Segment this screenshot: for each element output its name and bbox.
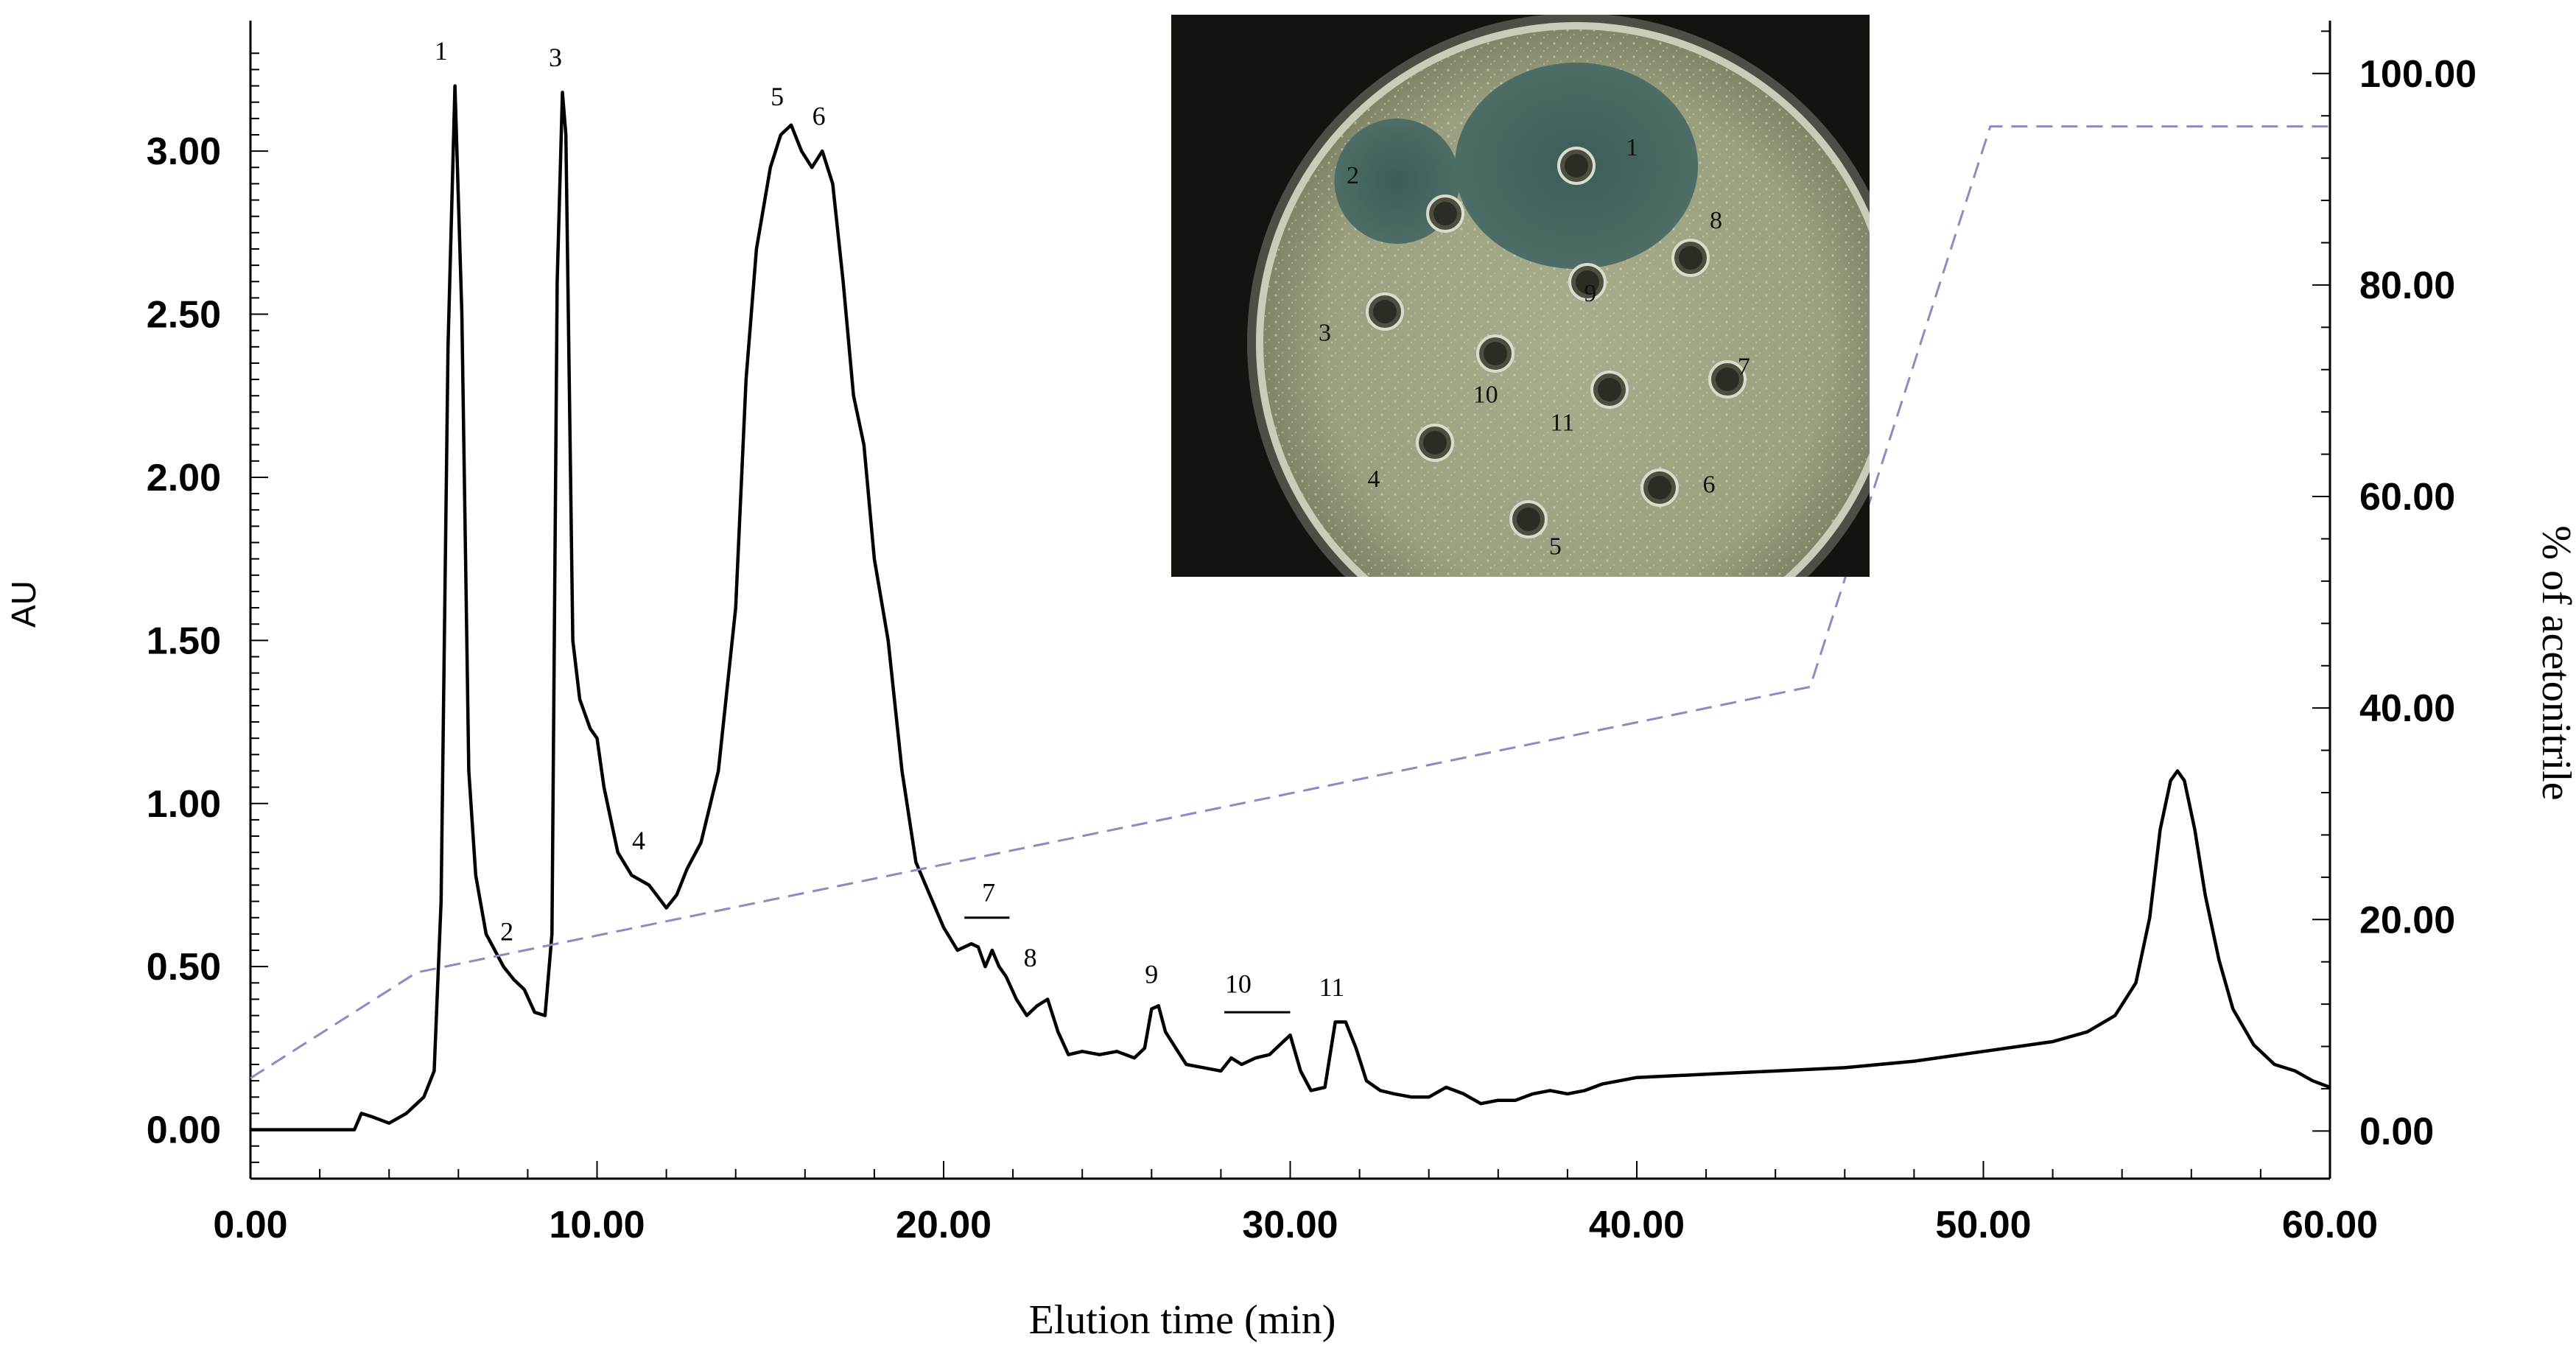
well-label-5: 5 (1549, 533, 1562, 560)
absorbance-trace-line (250, 84, 2331, 1131)
well-label-4: 4 (1367, 466, 1380, 493)
y2-axis-title: % of acetonitrile (2533, 525, 2576, 800)
peak-label-5: 5 (771, 82, 784, 111)
peak-label-10: 10 (1225, 969, 1252, 999)
well-label-3: 3 (1319, 320, 1331, 347)
y2-axis-ticks: 0.00 20.00 40.00 60.00 80.00 100.00 (2312, 30, 2477, 1153)
well-core-6 (1648, 476, 1671, 499)
peak-label-8: 8 (1024, 943, 1037, 972)
peak-label-1: 1 (435, 36, 448, 66)
y-tick-label: 0.00 (147, 1109, 221, 1152)
peak-label-7: 7 (982, 878, 995, 908)
y2-tick-label: 20.00 (2359, 899, 2455, 941)
x-tick-label: 0.00 (213, 1204, 287, 1246)
well-core-3 (1373, 300, 1397, 323)
y2-tick-label: 100.00 (2359, 53, 2477, 96)
well-label-8: 8 (1710, 207, 1722, 234)
y2-tick-label: 0.00 (2359, 1110, 2434, 1153)
series-layer (250, 84, 2331, 1131)
x-tick-label: 60.00 (2282, 1204, 2378, 1246)
y2-tick-label: 80.00 (2359, 264, 2455, 307)
y-tick-label: 2.00 (147, 457, 221, 499)
peak-label-6: 6 (813, 102, 826, 131)
y-tick-label: 0.50 (147, 946, 221, 989)
well-core-9 (1576, 270, 1599, 294)
y-tick-label: 1.50 (147, 620, 221, 662)
well-label-11: 11 (1551, 410, 1575, 437)
well-core-1 (1565, 154, 1588, 178)
well-label-1: 1 (1626, 134, 1638, 161)
well-label-10: 10 (1473, 381, 1498, 408)
x-tick-label: 40.00 (1589, 1204, 1685, 1246)
well-label-6: 6 (1702, 471, 1715, 499)
y-tick-label: 1.00 (147, 783, 221, 826)
well-core-7 (1716, 368, 1739, 391)
x-tick-label: 20.00 (896, 1204, 992, 1246)
y2-tick-label: 60.00 (2359, 476, 2455, 519)
peak-label-2: 2 (500, 917, 513, 947)
acetonitrile-gradient-line (250, 125, 2330, 1079)
x-tick-label: 50.00 (1935, 1204, 2031, 1246)
well-label-9: 9 (1584, 280, 1596, 307)
well-core-10 (1484, 342, 1507, 365)
well-core-8 (1679, 246, 1702, 270)
y-tick-label: 2.50 (147, 294, 221, 337)
x-axis-ticks: 0.00 10.00 20.00 30.00 40.00 50.00 60.00 (213, 1161, 2378, 1246)
y-axis-title: AU (4, 580, 43, 628)
well-label-7: 7 (1738, 353, 1750, 380)
inset-petri-dish-photo: 1 2 3 4 5 6 7 8 9 10 11 (1171, 15, 1870, 577)
well-core-11 (1598, 378, 1621, 401)
peak-label-4: 4 (632, 826, 645, 855)
peak-label-11: 11 (1319, 972, 1345, 1002)
x-axis-title: Elution time (min) (1029, 1297, 1336, 1343)
y-axis-ticks: 0.00 0.50 1.00 1.50 2.00 2.50 3.00 (147, 52, 268, 1163)
well-label-2: 2 (1347, 162, 1359, 189)
x-tick-label: 10.00 (549, 1204, 645, 1246)
well-core-4 (1423, 431, 1447, 455)
well-core-5 (1517, 508, 1540, 531)
y2-tick-label: 40.00 (2359, 687, 2455, 730)
well-core-2 (1433, 202, 1457, 225)
peak-label-9: 9 (1145, 959, 1158, 989)
y-tick-label: 3.00 (147, 130, 221, 173)
x-tick-label: 30.00 (1242, 1204, 1338, 1246)
peak-label-3: 3 (549, 43, 562, 72)
peak-annotations: 1 2 3 4 56 7 8 9 10 11 (435, 36, 1345, 1014)
